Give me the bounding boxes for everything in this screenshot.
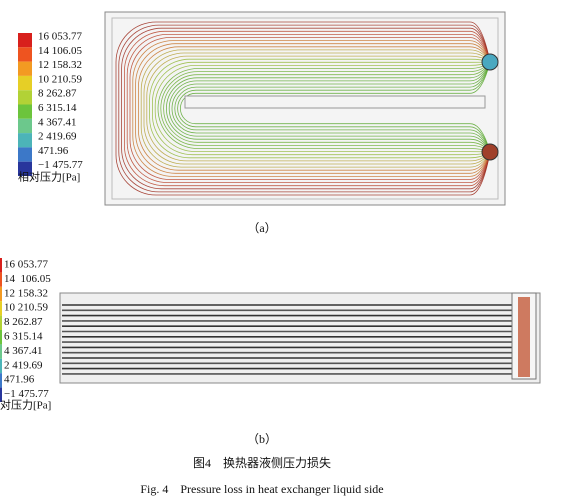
streamline	[146, 55, 491, 162]
legend-title: 相对压力[Pa]	[18, 170, 80, 184]
caption-en: Fig. 4 Pressure loss in heat exchanger l…	[140, 482, 383, 496]
streamline	[138, 46, 491, 171]
legend-label: 12 158.32	[4, 287, 48, 299]
streamline	[132, 40, 491, 177]
legend-label: 16 053.77	[38, 31, 83, 43]
legend-label: 471.96	[4, 374, 35, 386]
legend-swatch	[0, 358, 2, 374]
legend-label: −1 475.77	[38, 159, 83, 171]
legend-label: 14 106.05	[38, 45, 83, 57]
streamline	[124, 30, 491, 187]
streamline	[154, 61, 491, 153]
legend-swatch	[0, 330, 2, 345]
legend-label: 14 106.05	[4, 273, 51, 285]
legend-a: 16 053.77 14 106.05 12 158.32 10 210.59 8 26…	[18, 31, 83, 176]
header-flow	[518, 297, 530, 377]
streamline	[115, 21, 491, 196]
legend-swatch	[0, 272, 2, 287]
legend-swatch	[18, 47, 32, 62]
streamline	[118, 24, 491, 193]
streamline	[168, 61, 491, 153]
streamline	[177, 61, 491, 153]
streamline	[135, 43, 491, 174]
legend-swatch	[18, 133, 32, 148]
legend-label: 6 315.14	[38, 102, 77, 114]
legend-label: 4 367.41	[38, 116, 77, 128]
legend-swatch	[18, 104, 32, 119]
caption-a: （a）	[247, 221, 276, 235]
legend-label: 8 262.87	[38, 88, 77, 100]
streamline	[179, 61, 491, 153]
legend-swatch	[18, 161, 32, 176]
legend-label: 471.96	[38, 145, 69, 157]
streamline	[149, 58, 491, 159]
streamline	[163, 61, 491, 153]
legend-swatch	[0, 315, 2, 330]
legend-label: 2 419.69	[38, 131, 77, 143]
streamline	[165, 61, 491, 153]
caption-b: （b）	[247, 432, 277, 446]
streamline	[174, 61, 491, 153]
streamline	[121, 27, 491, 190]
legend-label: 8 262.87	[4, 316, 43, 328]
divider	[184, 95, 486, 109]
streamline	[143, 52, 491, 165]
legend-swatch	[0, 258, 2, 273]
legend-label: 2 419.69	[4, 359, 43, 371]
legend-swatch	[0, 373, 2, 388]
streamline	[157, 61, 491, 153]
streamline	[171, 61, 491, 153]
legend-swatch	[0, 286, 2, 302]
legend-b: 16 053.77 14 106.05 12 158.32 10 210.59 8 26…	[0, 258, 51, 402]
caption-zh: 图4 换热器液侧压力损失	[193, 455, 331, 470]
legend-label: 4 367.41	[4, 345, 43, 357]
outlet	[481, 143, 499, 161]
inner-wall	[111, 17, 499, 200]
legend-swatch	[0, 387, 2, 402]
legend-swatch	[18, 90, 32, 105]
legend-swatch	[18, 75, 32, 91]
legend-swatch	[18, 118, 32, 134]
streamline	[140, 49, 491, 168]
legend-swatch	[18, 61, 32, 76]
legend-swatch	[0, 344, 2, 359]
streamlines	[115, 21, 491, 196]
legend-label: −1 475.77	[4, 388, 49, 400]
streamline	[129, 37, 491, 180]
legend-label: 10 210.59	[38, 73, 83, 85]
streamline	[160, 61, 491, 153]
streamline	[152, 61, 491, 156]
legend-label: 16 053.77	[4, 259, 49, 271]
legend-swatch	[18, 33, 32, 48]
legend-swatch	[0, 301, 2, 316]
inlet	[481, 53, 499, 71]
legend-label: 10 210.59	[4, 302, 49, 314]
legend-swatch	[18, 147, 32, 162]
streamline	[126, 34, 491, 183]
legend-label: 6 315.14	[4, 331, 43, 343]
legend-label: 12 158.32	[38, 59, 82, 71]
legend-title: 对压力[Pa]	[0, 398, 51, 412]
domain-b	[59, 292, 541, 384]
